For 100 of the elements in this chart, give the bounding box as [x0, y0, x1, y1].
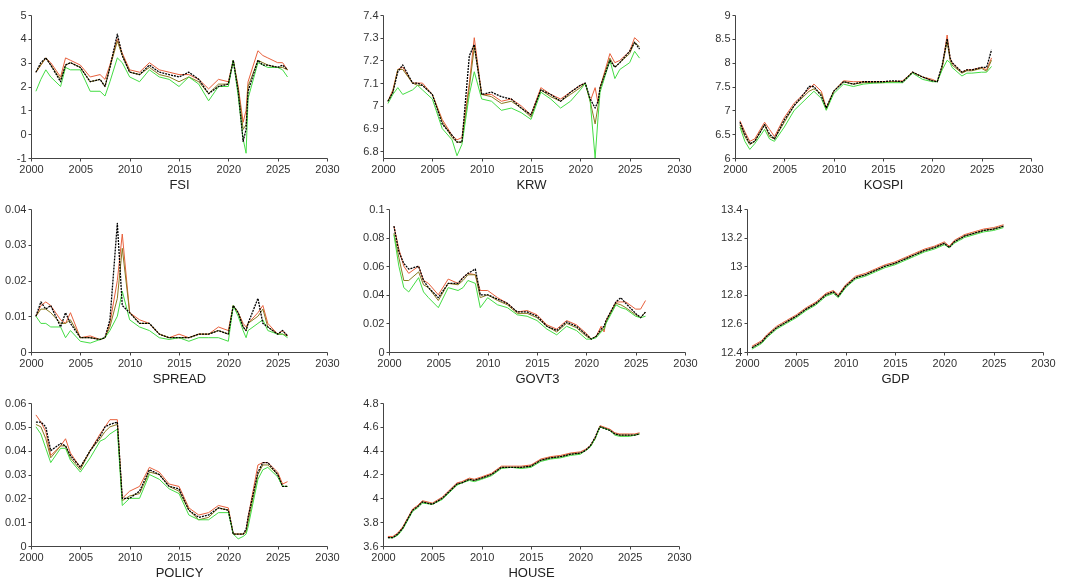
y-tick-label: 9	[724, 8, 731, 21]
x-tick-label: 2005	[68, 550, 94, 563]
line-series	[739, 59, 993, 150]
x-tick-label: 2000	[19, 162, 44, 175]
x-tick-label: 2010	[475, 356, 501, 369]
x-tick-label: 2030	[667, 550, 692, 563]
y-tick-label: 13.2	[721, 231, 743, 244]
y-tick-label: 7	[724, 103, 731, 116]
x-tick-label: 2020	[568, 550, 594, 563]
x-tick-label: 2010	[117, 356, 143, 369]
y-tick-label: 6.8	[363, 144, 379, 157]
x-tick-label: 2025	[981, 356, 1007, 369]
y-tick-label: 4.8	[363, 396, 379, 409]
x-tick-label: 2020	[216, 356, 242, 369]
x-tick-label: 2015	[519, 550, 544, 563]
x-tick-label: 2010	[117, 162, 143, 175]
y-tick-label: 3.6	[363, 539, 379, 552]
y-tick-label: 0.04	[5, 444, 27, 457]
x-tick-label: 2025	[623, 356, 649, 369]
y-tick-label: 0	[20, 539, 27, 552]
y-tick-label: 3	[20, 56, 27, 69]
x-tick-label: 2025	[617, 550, 643, 563]
y-tick-label: 7.5	[715, 80, 731, 92]
x-tick-label: 2005	[784, 356, 810, 369]
y-tick-label: 4.4	[363, 444, 379, 457]
x-tick-label: 2015	[525, 356, 550, 369]
x-axis-title: KOSPI	[863, 176, 904, 192]
y-tick-label: 13	[730, 259, 743, 272]
x-tick-label: 2005	[420, 550, 446, 563]
x-tick-label: 2030	[1031, 356, 1056, 369]
y-tick-label: 7.2	[363, 53, 379, 66]
x-tick-label: 2015	[167, 356, 192, 369]
y-tick-label: 13.4	[721, 202, 743, 215]
x-axis-title: POLICY	[155, 564, 204, 579]
x-tick-label: 2010	[117, 550, 143, 563]
y-tick-label: 0.1	[369, 202, 385, 215]
x-tick-label: 2000	[371, 550, 396, 563]
x-tick-label: 2025	[969, 162, 995, 175]
x-tick-label: 2025	[265, 162, 291, 175]
y-tick-label: 0.03	[5, 238, 27, 251]
y-tick-label: 7.4	[363, 8, 379, 21]
y-tick-label: 0.05	[5, 420, 27, 433]
x-tick-label: 2030	[315, 550, 340, 563]
y-tick-label: 0.06	[363, 259, 385, 272]
x-tick-label: 2000	[19, 550, 44, 563]
y-tick-label: 0.02	[5, 274, 27, 286]
x-tick-label: 2005	[68, 356, 94, 369]
y-tick-label: 12.4	[721, 345, 743, 358]
y-tick-label: 0.08	[363, 231, 385, 244]
y-tick-label: 4	[20, 32, 27, 45]
y-tick-label: 0	[378, 345, 385, 358]
line-series	[35, 57, 289, 154]
x-tick-label: 2000	[723, 162, 748, 175]
y-tick-label: 0.02	[363, 316, 385, 329]
y-tick-label: 1	[20, 103, 27, 116]
line-series	[35, 33, 289, 142]
x-tick-label: 2000	[735, 356, 760, 369]
x-tick-label: 2015	[871, 162, 896, 175]
x-tick-label: 2020	[920, 162, 946, 175]
y-tick-label: 4.2	[363, 468, 379, 480]
y-tick-label: 0.03	[5, 468, 27, 480]
x-tick-label: 2025	[265, 550, 291, 563]
x-tick-label: 2020	[932, 356, 958, 369]
y-tick-label: 7	[372, 99, 379, 112]
y-tick-label: 0.04	[363, 288, 385, 301]
y-tick-label: 12.8	[721, 288, 743, 301]
y-tick-label: 7.3	[363, 31, 379, 44]
y-tick-label: 5	[20, 8, 27, 21]
x-tick-label: 2030	[667, 162, 692, 175]
x-tick-label: 2015	[519, 162, 544, 175]
x-tick-label: 2030	[315, 162, 340, 175]
line-series	[387, 50, 641, 158]
y-tick-label: 2	[20, 80, 27, 92]
y-tick-label: 0.01	[5, 515, 27, 528]
x-axis-title: KRW	[516, 176, 548, 192]
x-tick-label: 2010	[469, 162, 495, 175]
x-tick-label: 2000	[19, 356, 44, 369]
x-axis-title: GOVT3	[515, 370, 560, 386]
y-tick-label: 6	[724, 151, 731, 164]
y-tick-label: 0.02	[5, 491, 27, 504]
x-tick-label: 2005	[68, 162, 94, 175]
x-tick-label: 2000	[371, 162, 396, 175]
y-tick-label: 0	[20, 345, 27, 358]
y-tick-label: 8	[724, 56, 731, 69]
x-tick-label: 2025	[265, 356, 291, 369]
x-tick-label: 2015	[167, 162, 192, 175]
y-tick-label: 0.04	[5, 202, 27, 215]
x-tick-label: 2030	[315, 356, 340, 369]
y-tick-label: 4.6	[363, 420, 379, 433]
y-tick-label: 0.06	[5, 396, 27, 409]
x-tick-label: 2005	[420, 162, 446, 175]
x-axis-title: SPREAD	[152, 370, 207, 386]
line-series	[35, 290, 289, 344]
x-tick-label: 2010	[821, 162, 847, 175]
x-axis-title: HOUSE	[508, 564, 555, 579]
x-tick-label: 2015	[883, 356, 908, 369]
y-tick-label: 3.8	[363, 515, 379, 528]
x-tick-label: 2005	[772, 162, 798, 175]
x-tick-label: 2020	[216, 550, 242, 563]
y-tick-label: 6.5	[715, 127, 731, 140]
